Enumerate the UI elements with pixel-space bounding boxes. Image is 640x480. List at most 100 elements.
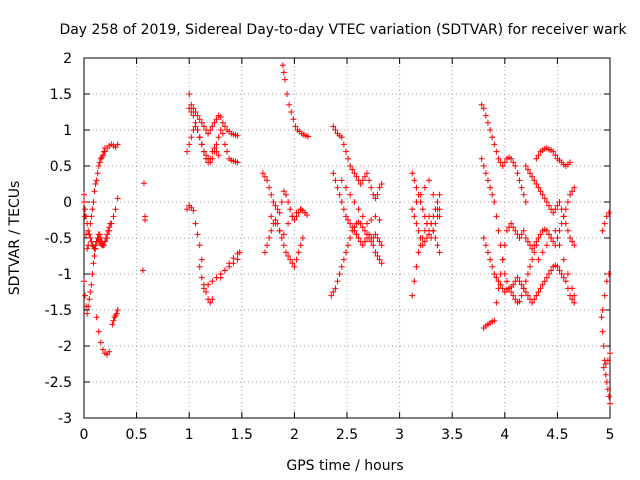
data-point <box>261 249 268 256</box>
data-point <box>95 163 102 169</box>
data-point <box>533 292 540 299</box>
data-point <box>192 220 199 227</box>
data-point <box>278 235 285 241</box>
data-point <box>409 292 416 299</box>
data-point <box>96 231 103 238</box>
data-point <box>207 127 214 133</box>
series-t4.02 <box>480 235 578 306</box>
y-tick-label: 2 <box>63 51 72 67</box>
data-point <box>603 213 610 220</box>
data-point <box>508 289 515 295</box>
data-point <box>297 206 304 213</box>
data-point <box>347 191 354 198</box>
y-tick-label: 0 <box>63 195 72 211</box>
data-point <box>491 199 498 205</box>
data-point <box>217 274 224 281</box>
data-point <box>378 260 385 267</box>
data-point <box>569 296 576 303</box>
data-point <box>558 271 565 277</box>
data-point <box>96 159 103 166</box>
data-point <box>495 278 502 285</box>
data-point <box>338 134 345 141</box>
data-point <box>114 195 121 202</box>
data-point <box>434 199 441 205</box>
data-point <box>112 206 119 213</box>
data-point <box>215 152 222 159</box>
data-point <box>478 101 485 108</box>
data-point <box>602 371 609 378</box>
data-point <box>415 249 422 256</box>
data-point <box>288 109 295 115</box>
data-point <box>340 141 347 148</box>
data-point <box>370 242 377 249</box>
data-point <box>106 227 113 234</box>
data-point <box>522 289 529 295</box>
data-point <box>537 285 544 292</box>
data-point <box>234 132 241 139</box>
data-point <box>198 119 205 126</box>
data-point <box>291 263 298 270</box>
data-point <box>330 170 337 177</box>
data-point <box>493 299 500 306</box>
data-point <box>361 227 368 234</box>
data-point <box>299 235 306 241</box>
series-t5.00 <box>599 209 612 234</box>
data-point <box>550 238 557 245</box>
data-point <box>600 364 607 371</box>
data-point <box>489 134 496 141</box>
data-point <box>345 217 352 223</box>
data-point <box>493 148 500 155</box>
y-tick-label: -1.5 <box>45 303 72 319</box>
series-t5.02 <box>598 314 613 407</box>
data-point <box>211 145 218 151</box>
data-point <box>556 267 563 274</box>
data-point <box>497 281 504 288</box>
data-point <box>599 328 606 335</box>
data-point <box>531 249 538 256</box>
data-point <box>510 159 517 166</box>
data-point <box>234 159 241 166</box>
data-point <box>330 123 337 130</box>
data-point <box>280 188 287 195</box>
data-point <box>190 112 197 119</box>
data-point <box>289 260 296 267</box>
data-point <box>290 116 297 123</box>
data-point <box>554 235 561 241</box>
series-t2.00 <box>279 62 312 140</box>
y-tick-label: -0.5 <box>45 231 72 247</box>
data-point <box>205 130 212 137</box>
data-point <box>184 206 191 213</box>
data-point <box>605 271 612 277</box>
data-point <box>363 231 370 238</box>
data-point <box>531 296 538 303</box>
data-point <box>328 292 335 299</box>
x-tick-label: 1 <box>185 427 194 443</box>
data-point <box>203 289 210 295</box>
data-point <box>602 361 609 367</box>
data-point <box>359 213 366 220</box>
series-t1.01 <box>186 105 241 166</box>
data-point <box>417 242 424 249</box>
data-point <box>81 199 87 205</box>
data-point <box>535 184 542 191</box>
data-point <box>355 206 362 213</box>
data-point <box>104 235 111 241</box>
data-point <box>499 163 506 169</box>
data-point <box>190 207 197 214</box>
data-point <box>508 155 515 162</box>
data-point <box>569 188 576 195</box>
data-point <box>110 213 117 220</box>
data-point <box>368 184 375 191</box>
data-point <box>522 199 529 205</box>
data-point <box>419 235 426 241</box>
data-point <box>508 220 515 227</box>
y-tick-label: -1 <box>58 267 72 283</box>
series-t2.53 <box>338 177 383 227</box>
x-tick-label: 4.5 <box>546 427 568 443</box>
series-t3.31 <box>409 191 443 249</box>
data-point <box>266 184 273 191</box>
data-point <box>531 177 538 184</box>
data-point <box>571 299 578 306</box>
data-point <box>552 152 559 159</box>
data-point <box>571 184 578 191</box>
